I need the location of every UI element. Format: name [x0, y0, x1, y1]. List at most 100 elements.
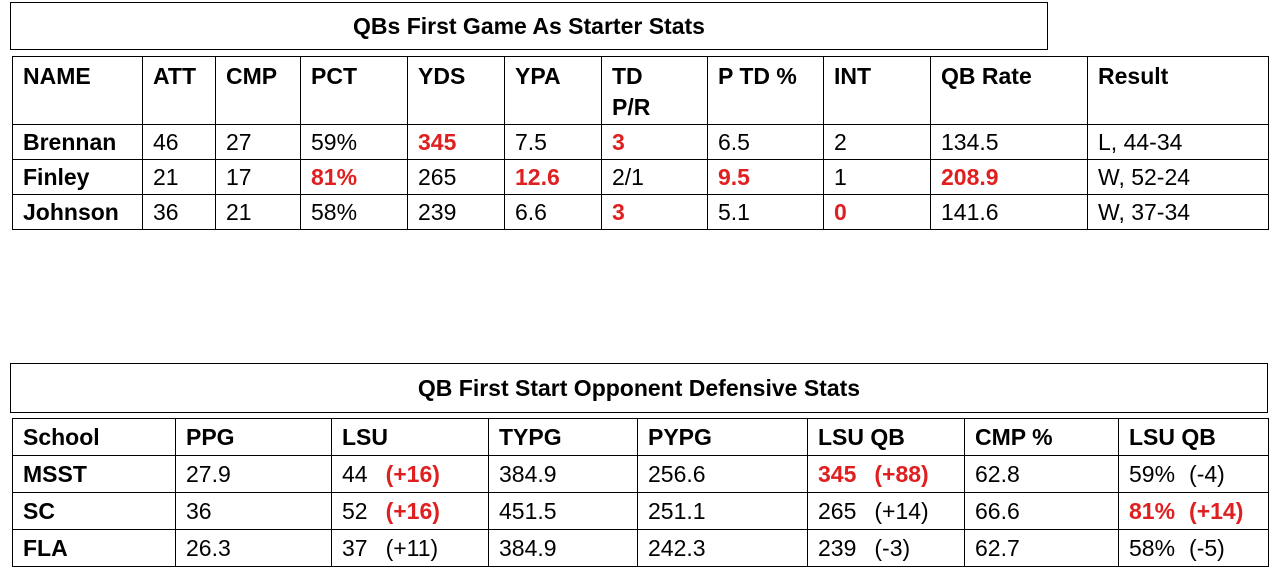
col-header-typg: TYPG	[488, 418, 638, 456]
ypa-cell: 6.6	[504, 194, 602, 230]
col-header-lsu-qb-yds: LSU QB	[807, 418, 965, 456]
td-cell: 3	[601, 124, 708, 160]
yds-cell: 239	[407, 194, 505, 230]
yds-cell: 345	[407, 124, 505, 160]
lsu-diff: (+16)	[385, 460, 440, 487]
lsu-qb-pct: 59%	[1129, 460, 1176, 487]
int-cell: 0	[823, 194, 931, 230]
table-row: Johnson 36 21 58% 239 6.6 3 5.1 0 141.6 …	[12, 194, 1269, 230]
typg-cell: 451.5	[488, 492, 638, 530]
lsu-cell: 37 (+11)	[331, 529, 489, 567]
cmp-cell: 27	[215, 124, 301, 160]
pct-cell: 58%	[300, 194, 408, 230]
header-row: School PPG LSU TYPG PYPG LSU QB CMP % LS…	[12, 418, 1269, 456]
col-header-yds: YDS	[407, 56, 505, 125]
qbrate-cell: 208.9	[930, 159, 1088, 195]
result-cell: W, 37-34	[1087, 194, 1269, 230]
qbrate-cell: 141.6	[930, 194, 1088, 230]
result-cell: L, 44-34	[1087, 124, 1269, 160]
header-row: NAME ATT CMP PCT YDS YPA TD P/R P TD % IN…	[12, 56, 1269, 125]
qb-first-game-table-title: QBs First Game As Starter Stats	[10, 2, 1048, 50]
lsu-qb-pct-cell: 58% (-5)	[1118, 529, 1269, 567]
col-header-result: Result	[1087, 56, 1269, 125]
col-header-pct: PCT	[300, 56, 408, 125]
col-header-ptd: P TD %	[707, 56, 824, 125]
int-cell: 1	[823, 159, 931, 195]
ppg-cell: 26.3	[175, 529, 332, 567]
lsu-qb-diff: (+88)	[874, 460, 929, 487]
lsu-qb-yds: 239	[818, 534, 857, 561]
lsu-diff: (+16)	[385, 497, 440, 524]
cmp-pct-cell: 62.8	[964, 455, 1119, 493]
school-name: FLA	[12, 529, 176, 567]
ppg-cell: 27.9	[175, 455, 332, 493]
opponent-defense-table-title: QB First Start Opponent Defensive Stats	[10, 363, 1268, 413]
col-header-td-line2: P/R	[612, 94, 651, 120]
col-header-qbrate: QB Rate	[930, 56, 1088, 125]
school-name: MSST	[12, 455, 176, 493]
int-cell: 2	[823, 124, 931, 160]
ptd-cell: 9.5	[707, 159, 824, 195]
col-header-cmp: CMP	[215, 56, 301, 125]
att-cell: 21	[142, 159, 216, 195]
col-header-name: NAME	[12, 56, 143, 125]
lsu-qb-diff: (-3)	[874, 534, 911, 561]
lsu-qb-yds: 265	[818, 497, 857, 524]
opponent-defensive-stats-table: School PPG LSU TYPG PYPG LSU QB CMP % LS…	[12, 418, 1269, 567]
col-header-lsu: LSU	[331, 418, 489, 456]
col-header-int: INT	[823, 56, 931, 125]
table-row: SC 36 52 (+16) 451.5 251.1 265 (+14) 66.6 …	[12, 492, 1269, 530]
school-name: SC	[12, 492, 176, 530]
lsu-qb-pct-diff: (-4)	[1189, 460, 1225, 487]
col-header-lsu-qb-pct: LSU QB	[1118, 418, 1269, 456]
lsu-qb-pct: 81%	[1129, 497, 1176, 524]
lsu-points: 44	[342, 460, 368, 487]
pypg-cell: 256.6	[637, 455, 808, 493]
typg-cell: 384.9	[488, 529, 638, 567]
lsu-cell: 44 (+16)	[331, 455, 489, 493]
col-header-att: ATT	[142, 56, 216, 125]
lsu-qb-pct: 58%	[1129, 534, 1176, 561]
col-header-ypa: YPA	[504, 56, 602, 125]
cmp-cell: 17	[215, 159, 301, 195]
player-name: Johnson	[12, 194, 143, 230]
lsu-qb-pct-diff: (+14)	[1189, 497, 1244, 524]
qb-first-game-stats-table: NAME ATT CMP PCT YDS YPA TD P/R P TD % IN…	[12, 56, 1269, 230]
col-header-td-line1: TD	[612, 63, 643, 89]
ptd-cell: 6.5	[707, 124, 824, 160]
col-header-school: School	[12, 418, 176, 456]
qbrate-cell: 134.5	[930, 124, 1088, 160]
pypg-cell: 242.3	[637, 529, 808, 567]
col-header-ppg: PPG	[175, 418, 332, 456]
att-cell: 36	[142, 194, 216, 230]
lsu-qb-diff: (+14)	[874, 497, 929, 524]
ypa-cell: 12.6	[504, 159, 602, 195]
player-name: Brennan	[12, 124, 143, 160]
table-row: Finley 21 17 81% 265 12.6 2/1 9.5 1 208.…	[12, 159, 1269, 195]
pct-cell: 81%	[300, 159, 408, 195]
cmp-pct-cell: 62.7	[964, 529, 1119, 567]
lsu-qb-pct-cell: 59% (-4)	[1118, 455, 1269, 493]
table-row: MSST 27.9 44 (+16) 384.9 256.6 345 (+88) 6…	[12, 455, 1269, 493]
lsu-diff: (+11)	[385, 534, 439, 561]
lsu-qb-pct-diff: (-5)	[1189, 534, 1225, 561]
lsu-qb-pct-cell: 81% (+14)	[1118, 492, 1269, 530]
table-row: FLA 26.3 37 (+11) 384.9 242.3 239 (-3) 62.…	[12, 529, 1269, 567]
lsu-cell: 52 (+16)	[331, 492, 489, 530]
lsu-qb-cell: 265 (+14)	[807, 492, 965, 530]
td-cell: 2/1	[601, 159, 708, 195]
result-cell: W, 52-24	[1087, 159, 1269, 195]
cmp-cell: 21	[215, 194, 301, 230]
att-cell: 46	[142, 124, 216, 160]
lsu-qb-yds: 345	[818, 460, 857, 487]
typg-cell: 384.9	[488, 455, 638, 493]
cmp-pct-cell: 66.6	[964, 492, 1119, 530]
lsu-points: 52	[342, 497, 368, 524]
lsu-qb-cell: 239 (-3)	[807, 529, 965, 567]
lsu-points: 37	[342, 534, 368, 561]
player-name: Finley	[12, 159, 143, 195]
ptd-cell: 5.1	[707, 194, 824, 230]
col-header-td: TD P/R	[601, 56, 708, 125]
pct-cell: 59%	[300, 124, 408, 160]
pypg-cell: 251.1	[637, 492, 808, 530]
